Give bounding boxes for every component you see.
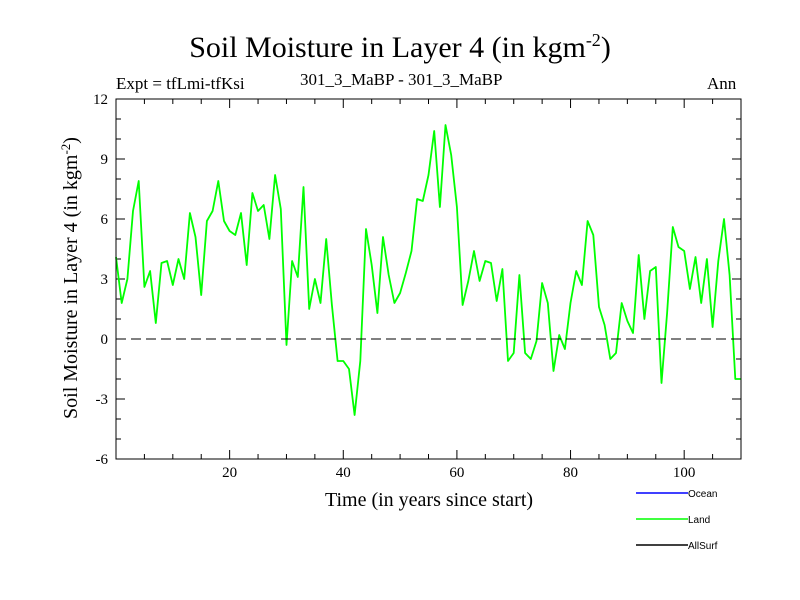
x-tick-label: 60 xyxy=(449,465,464,481)
y-tick-label: 6 xyxy=(101,212,109,228)
y-tick-label: 0 xyxy=(101,332,109,348)
y-tick-label: -3 xyxy=(96,392,109,408)
y-tick-label: 3 xyxy=(101,272,109,288)
chart-title: Soil Moisture in Layer 4 (in kgm-2) xyxy=(189,30,611,64)
experiment-label: Expt = tfLmi-tfKsi xyxy=(116,74,245,93)
x-tick-label: 40 xyxy=(336,465,351,481)
legend-label-land: Land xyxy=(688,515,710,526)
x-axis-label: Time (in years since start) xyxy=(325,489,533,511)
chart-subtitle: 301_3_MaBP - 301_3_MaBP xyxy=(300,70,503,89)
y-tick-label: 9 xyxy=(101,152,109,168)
plot-frame xyxy=(115,98,742,460)
legend-label-ocean: Ocean xyxy=(688,489,717,500)
x-tick-label: 20 xyxy=(222,465,237,481)
y-tick-label: 12 xyxy=(93,92,108,108)
x-tick-label: 100 xyxy=(673,465,696,481)
y-tick-label: -6 xyxy=(96,452,109,468)
season-label: Ann xyxy=(707,74,737,93)
x-tick-label: 80 xyxy=(563,465,578,481)
legend-label-allsurf: AllSurf xyxy=(688,541,718,552)
y-axis-label: Soil Moisture in Layer 4 (in kgm-2) xyxy=(58,137,82,419)
series-line-land xyxy=(115,124,741,416)
